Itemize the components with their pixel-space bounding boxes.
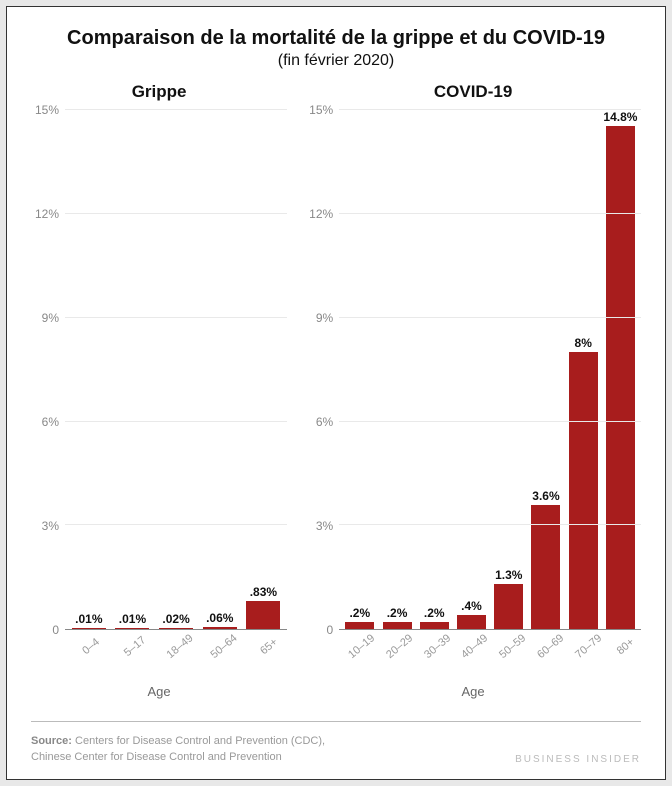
bar-value-label: 8% [575, 336, 592, 350]
source-text: Source: Centers for Disease Control and … [31, 734, 325, 765]
bar-value-label: .2% [424, 606, 445, 620]
bar-slot: 3.6% [527, 110, 564, 629]
y-tick: 0 [327, 623, 334, 637]
bar-value-label: 1.3% [495, 568, 522, 582]
bars-left: .01% .01% .02% .06% .83% [65, 110, 287, 629]
bar-slot: .02% [154, 110, 198, 629]
y-tick: 6% [316, 415, 333, 429]
gridline [65, 524, 287, 525]
bar-slot: 1.3% [490, 110, 527, 629]
y-axis-left: 03%6%9%12%15% [31, 110, 65, 630]
gridline [339, 421, 641, 422]
bar [383, 622, 412, 629]
bar [494, 584, 523, 629]
y-axis-right: 03%6%9%12%15% [305, 110, 339, 630]
bar [345, 622, 374, 629]
bar-slot: 14.8% [602, 110, 639, 629]
plot-area-right: .2% .2% .2% .4% 1.3% 3.6% 8% 14.8% [339, 110, 641, 630]
x-tick: 0–4 [70, 628, 112, 666]
plot-wrap-right: 03%6%9%12%15% .2%.2%.2%.4%1.3%3.6%8%14.8… [305, 110, 641, 630]
bar [531, 505, 560, 630]
bar-slot: .01% [111, 110, 155, 629]
x-tick: 50–64 [204, 628, 246, 666]
x-tick: 65+ [248, 628, 290, 666]
bar [159, 628, 193, 630]
panels: Grippe 0 3% 6% 9% 12% 15% .01% .01% .02% .06% .83… [31, 82, 641, 699]
panel-covid: COVID-19 0 3% 6% 9% 12% 15% .2% .2% .2% .4% 1.3% 3… [305, 82, 641, 699]
bar-value-label: .2% [349, 606, 370, 620]
x-tick: 10–19 [344, 630, 381, 663]
chart-frame: Comparaison de la mortalité de la grippe… [6, 6, 666, 780]
y-tick: 3% [42, 519, 59, 533]
bar-slot: .2% [416, 110, 453, 629]
source-body: Centers for Disease Control and Preventi… [31, 735, 325, 762]
source-label: Source: [31, 735, 72, 747]
bar-slot: .4% [453, 110, 490, 629]
gridline [65, 317, 287, 318]
x-tick: 5–17 [115, 628, 157, 666]
x-tick: 70–79 [570, 630, 607, 663]
x-tick: 40–49 [457, 630, 494, 663]
bar-value-label: .83% [250, 585, 277, 599]
bar-slot: .2% [341, 110, 378, 629]
panel-title-covid: COVID-19 [305, 82, 641, 102]
chart-title: Comparaison de la mortalité de la grippe… [31, 27, 641, 50]
bar-value-label: .4% [461, 599, 482, 613]
y-tick: 12% [35, 207, 59, 221]
gridline [339, 213, 641, 214]
bar-value-label: .2% [387, 606, 408, 620]
bar-value-label: 14.8% [603, 110, 637, 124]
y-tick: 15% [309, 103, 333, 117]
gridline [339, 317, 641, 318]
x-tick: 60–69 [532, 630, 569, 663]
chart-subtitle: (fin février 2020) [31, 52, 641, 70]
x-tick: 50–59 [495, 630, 532, 663]
bar [203, 627, 237, 629]
footer: Source: Centers for Disease Control and … [31, 721, 641, 765]
y-tick: 12% [309, 207, 333, 221]
y-tick: 15% [35, 103, 59, 117]
x-tick: 80+ [608, 630, 645, 663]
gridline [65, 421, 287, 422]
panel-grippe: Grippe 0 3% 6% 9% 12% 15% .01% .01% .02% .06% .83… [31, 82, 287, 699]
plot-area-left: .01% .01% .02% .06% .83% [65, 110, 287, 630]
plot-wrap-left: 03%6%9%12%15% .01%.01%.02%.06%.83% [31, 110, 287, 630]
bar-slot: .01% [67, 110, 111, 629]
bar-slot: .06% [198, 110, 242, 629]
y-tick: 9% [42, 311, 59, 325]
bar [420, 622, 449, 629]
gridline [339, 109, 641, 110]
x-axis-right: 10–1920–2930–3940–4950–5960–6970–7980+ [339, 630, 641, 654]
x-label-right: Age [305, 684, 641, 699]
x-tick: 20–29 [381, 630, 418, 663]
bars-right: .2% .2% .2% .4% 1.3% 3.6% 8% 14.8% [339, 110, 641, 629]
bar-value-label: .06% [206, 611, 233, 625]
x-tick: 30–39 [419, 630, 456, 663]
y-tick: 3% [316, 519, 333, 533]
bar-value-label: .01% [75, 612, 102, 626]
bar-value-label: 3.6% [532, 489, 559, 503]
y-tick: 6% [42, 415, 59, 429]
bar-slot: .83% [242, 110, 286, 629]
gridline [339, 524, 641, 525]
bar [246, 601, 280, 630]
panel-title-grippe: Grippe [31, 82, 287, 102]
y-tick: 0 [52, 623, 59, 637]
bar [457, 615, 486, 629]
x-tick: 18–49 [159, 628, 201, 666]
x-axis-left: 0–45–1718–4950–6465+ [65, 630, 287, 654]
bar-value-label: .02% [162, 612, 189, 626]
bar-slot: 8% [565, 110, 602, 629]
gridline [65, 109, 287, 110]
brand-text: BUSINESS INSIDER [515, 754, 641, 765]
bar-slot: .2% [378, 110, 415, 629]
bar [115, 628, 149, 630]
bar-value-label: .01% [119, 612, 146, 626]
x-label-left: Age [31, 684, 287, 699]
y-tick: 9% [316, 311, 333, 325]
bar [606, 126, 635, 629]
bar [569, 352, 598, 629]
gridline [65, 213, 287, 214]
